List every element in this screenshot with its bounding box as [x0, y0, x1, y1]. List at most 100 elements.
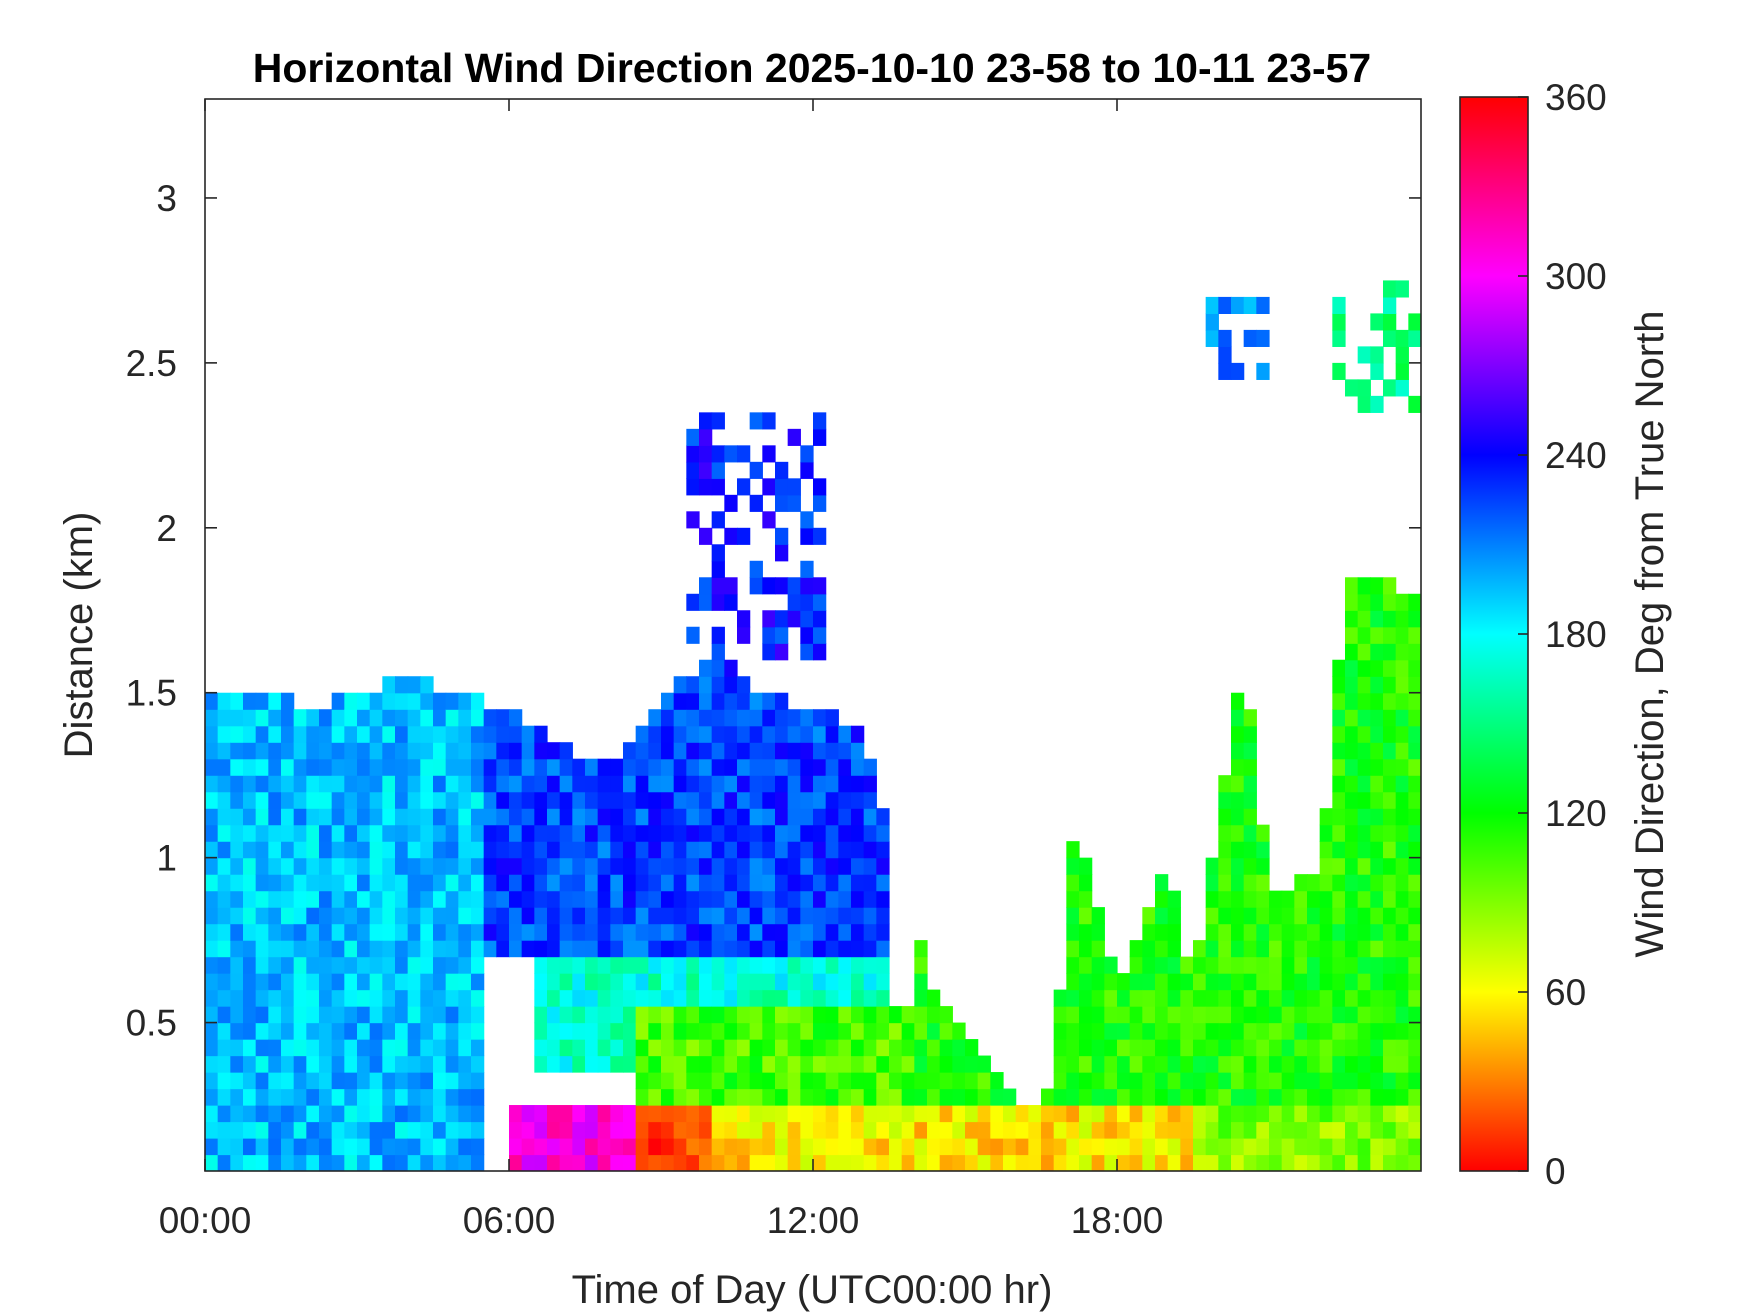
x-tick-label: 18:00	[1071, 1200, 1164, 1241]
heatmap-cell	[724, 577, 738, 595]
heatmap-cell	[445, 1006, 459, 1024]
heatmap-cell	[433, 1006, 447, 1024]
heatmap-cell	[597, 1055, 611, 1073]
heatmap-cell	[838, 791, 852, 809]
heatmap-cell	[1383, 280, 1397, 298]
heatmap-cell	[597, 989, 611, 1007]
heatmap-cell	[775, 1105, 789, 1123]
heatmap-cell	[1205, 296, 1219, 314]
heatmap-cell	[331, 775, 345, 793]
heatmap-cell	[357, 1121, 371, 1139]
heatmap-cell	[686, 626, 700, 644]
heatmap-cell	[863, 874, 877, 892]
heatmap-cell	[813, 1088, 827, 1106]
heatmap-cell	[711, 758, 725, 776]
heatmap-cell	[1231, 907, 1245, 925]
heatmap-cell	[445, 775, 459, 793]
heatmap-cell	[863, 758, 877, 776]
heatmap-cell	[281, 1088, 295, 1106]
heatmap-cell	[281, 775, 295, 793]
heatmap-cell	[1383, 808, 1397, 826]
heatmap-cell	[686, 907, 700, 925]
heatmap-cell	[445, 923, 459, 941]
heatmap-cell	[268, 1072, 282, 1090]
heatmap-cell	[205, 1105, 219, 1123]
heatmap-cell	[230, 1138, 244, 1156]
heatmap-cell	[610, 940, 624, 958]
heatmap-cell	[433, 923, 447, 941]
heatmap-cell	[255, 890, 269, 908]
heatmap-cell	[597, 890, 611, 908]
x-tick-label: 00:00	[159, 1200, 252, 1241]
heatmap-cell	[686, 841, 700, 859]
heatmap-cell	[648, 1138, 662, 1156]
heatmap-cell	[813, 1121, 827, 1139]
heatmap-cell	[1167, 1022, 1181, 1040]
heatmap-cell	[433, 857, 447, 875]
heatmap-cell	[1357, 940, 1371, 958]
heatmap-cell	[306, 758, 320, 776]
heatmap-cell	[800, 791, 814, 809]
heatmap-cell	[597, 857, 611, 875]
heatmap-cell	[597, 940, 611, 958]
heatmap-cell	[1117, 1072, 1131, 1090]
heatmap-cell	[281, 692, 295, 710]
heatmap-cell	[458, 1154, 472, 1171]
heatmap-cell	[471, 940, 485, 958]
heatmap-cell	[357, 1006, 371, 1024]
heatmap-cell	[1383, 907, 1397, 925]
heatmap-cell	[1395, 923, 1409, 941]
heatmap-cell	[205, 791, 219, 809]
heatmap-cell	[775, 494, 789, 512]
heatmap-cell	[559, 973, 573, 991]
heatmap-cell	[1091, 1088, 1105, 1106]
heatmap-cell	[775, 973, 789, 991]
heatmap-cell	[762, 1154, 776, 1171]
heatmap-cell	[382, 1055, 396, 1073]
heatmap-cell	[433, 940, 447, 958]
heatmap-cell	[1383, 593, 1397, 611]
heatmap-cell	[737, 478, 751, 496]
heatmap-cell	[306, 742, 320, 760]
heatmap-cell	[217, 824, 231, 842]
heatmap-cell	[749, 709, 763, 727]
heatmap-cell	[255, 1138, 269, 1156]
heatmap-cell	[1357, 758, 1371, 776]
heatmap-cell	[306, 923, 320, 941]
heatmap-cell	[1408, 593, 1421, 611]
heatmap-cell	[255, 989, 269, 1007]
heatmap-cell	[483, 824, 497, 842]
heatmap-cell	[711, 659, 725, 677]
heatmap-cell	[1041, 1088, 1055, 1106]
heatmap-cell	[1104, 1039, 1118, 1057]
heatmap-cell	[1370, 923, 1384, 941]
heatmap-cell	[1205, 1121, 1219, 1139]
heatmap-cell	[724, 494, 738, 512]
heatmap-cell	[433, 692, 447, 710]
heatmap-cell	[1395, 808, 1409, 826]
heatmap-cell	[775, 1121, 789, 1139]
heatmap-cell	[1395, 1121, 1409, 1139]
heatmap-cell	[775, 775, 789, 793]
heatmap-cell	[382, 989, 396, 1007]
heatmap-cell	[407, 923, 421, 941]
heatmap-cell	[787, 428, 801, 446]
heatmap-cell	[1383, 940, 1397, 958]
heatmap-cell	[1395, 346, 1409, 364]
heatmap-cell	[382, 676, 396, 694]
heatmap-cell	[1332, 940, 1346, 958]
heatmap-cell	[1332, 692, 1346, 710]
heatmap-cell	[623, 973, 637, 991]
heatmap-cell	[319, 973, 333, 991]
heatmap-cell	[369, 1039, 383, 1057]
heatmap-cell	[420, 742, 434, 760]
heatmap-cell	[673, 824, 687, 842]
heatmap-cell	[433, 791, 447, 809]
heatmap-cell	[331, 973, 345, 991]
heatmap-cell	[331, 808, 345, 826]
heatmap-cell	[382, 692, 396, 710]
heatmap-cell	[1345, 956, 1359, 974]
heatmap-cell	[648, 874, 662, 892]
heatmap-cell	[509, 907, 523, 925]
heatmap-cell	[686, 923, 700, 941]
